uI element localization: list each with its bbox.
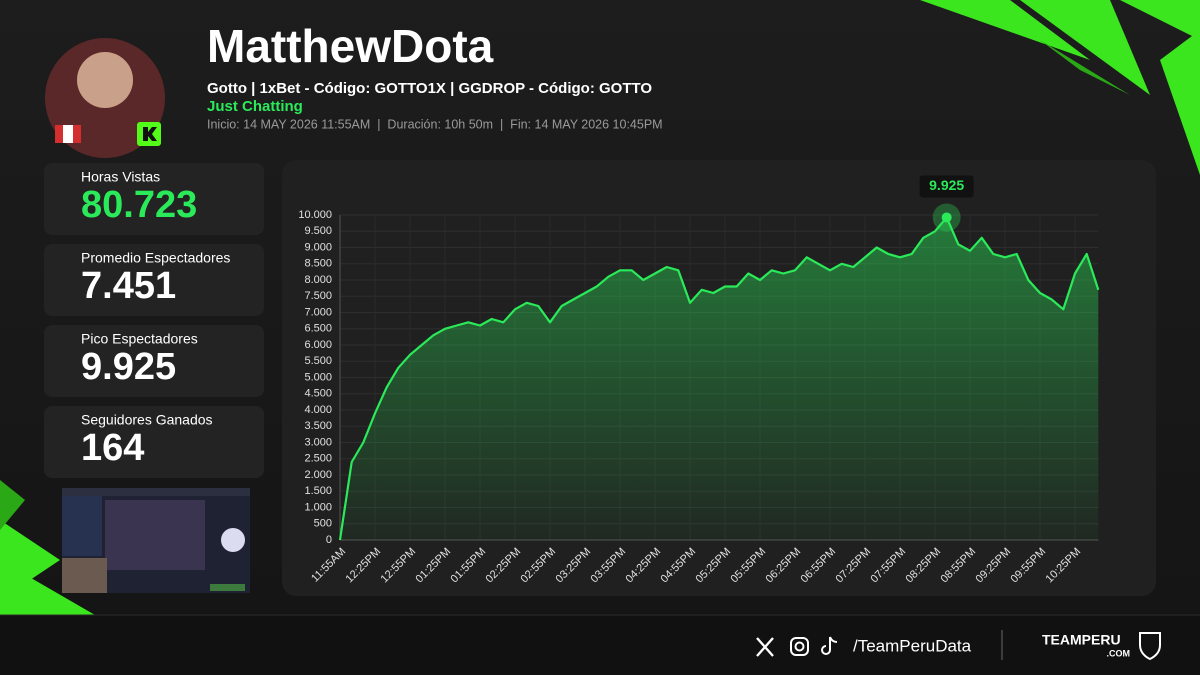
- y-tick-label: 7.500: [304, 290, 332, 302]
- stream-meta: Inicio: 14 MAY 2026 11:55AM | Duración: …: [207, 117, 663, 131]
- y-tick-label: 5.000: [304, 371, 332, 383]
- footer: [0, 615, 1200, 675]
- stat-value: 7.451: [81, 265, 176, 307]
- streamer-name: MatthewDota: [207, 20, 494, 72]
- peak-label-box: [919, 175, 974, 198]
- y-tick-label: 7.000: [304, 306, 332, 318]
- y-tick-label: 1.500: [304, 485, 332, 497]
- stream-title: Gotto | 1xBet - Código: GOTTO1X | GGDROP…: [207, 80, 652, 97]
- y-tick-label: 5.500: [304, 355, 332, 367]
- brand-shield: [1139, 632, 1161, 661]
- y-tick-label: 8.500: [304, 258, 332, 270]
- peak-label: 9.925: [929, 177, 964, 193]
- social-icons: [756, 636, 838, 657]
- area: [340, 217, 1099, 540]
- stream-category: Just Chatting: [207, 98, 303, 115]
- y-tick-label: 3.500: [304, 420, 332, 432]
- y-tick-label: 2.000: [304, 469, 332, 481]
- y-tick-label: 4.000: [304, 404, 332, 416]
- stat-value: 164: [81, 427, 144, 469]
- stat-panel: [44, 406, 264, 478]
- y-tick-label: 1.000: [304, 501, 332, 513]
- avatar: [45, 38, 165, 158]
- y-tick-label: 500: [314, 518, 332, 530]
- stat-panel: [44, 163, 264, 235]
- stat-value: 80.723: [81, 184, 197, 226]
- y-tick-label: 9.500: [304, 225, 332, 237]
- stat-label: Promedio Espectadores: [81, 250, 230, 266]
- y-tick-label: 2.500: [304, 453, 332, 465]
- y-tick-label: 0: [326, 534, 332, 546]
- thumbnail: [62, 488, 250, 593]
- y-tick-label: 3.000: [304, 436, 332, 448]
- decor-bottom-left: [0, 480, 95, 615]
- y-tick-label: 4.500: [304, 388, 332, 400]
- peak-point: [941, 212, 952, 223]
- brand-domain: .COM: [1107, 648, 1131, 658]
- y-tick-label: 6.500: [304, 323, 332, 335]
- footer-handle: /TeamPeruData: [853, 636, 972, 655]
- stat-panel: [44, 244, 264, 316]
- stat-panel: [44, 325, 264, 397]
- stat-value: 9.925: [81, 346, 176, 388]
- y-tick-label: 9.000: [304, 241, 332, 253]
- line: [338, 216, 1100, 541]
- stat-label: Pico Espectadores: [81, 331, 198, 347]
- stat-label: Horas Vistas: [81, 169, 160, 185]
- decor-top-right: [920, 0, 1200, 175]
- y-tick-label: 8.000: [304, 274, 332, 286]
- y-tick-label: 10.000: [298, 209, 332, 221]
- stat-label: Seguidores Ganados: [81, 412, 213, 428]
- brand: TEAMPERU: [1042, 632, 1121, 648]
- y-tick-label: 6.000: [304, 339, 332, 351]
